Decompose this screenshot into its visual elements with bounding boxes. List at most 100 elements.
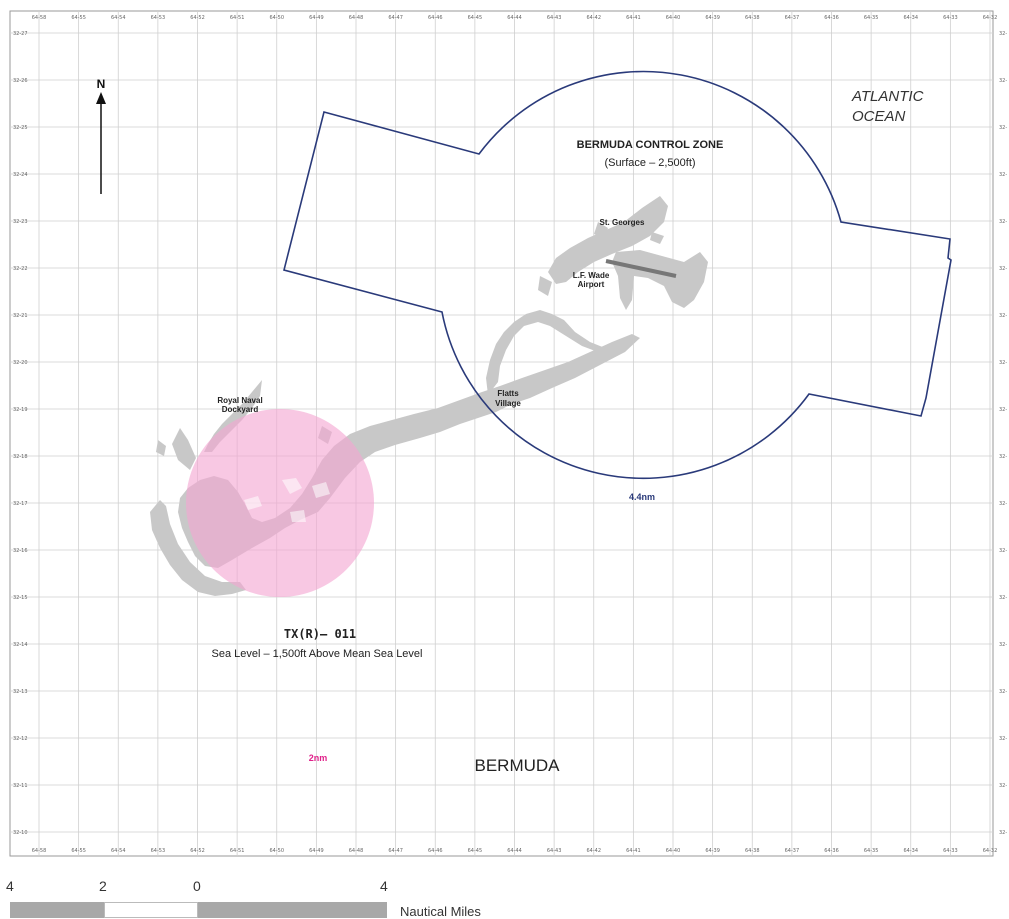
grid-tick-labels: 64-58 64-58 64-55 64-55 64-54 64-54 64-53 64-53… <box>13 15 1007 854</box>
left-tick-label: 32-22 <box>13 266 28 272</box>
left-tick-label: 32-18 <box>13 454 28 460</box>
top-tick-label: 64-39 <box>705 15 720 21</box>
bottom-tick-label: 64-33 <box>943 848 958 854</box>
right-tick-label: 32- <box>999 736 1007 742</box>
left-tick-label: 32-17 <box>13 501 28 507</box>
right-tick-label: 32- <box>999 595 1007 601</box>
bottom-tick-label: 64-50 <box>269 848 284 854</box>
airport-label-line2: Airport <box>578 280 605 289</box>
top-tick-label: 64-58 <box>32 15 47 21</box>
north-arrow-head <box>96 92 106 104</box>
right-tick-label: 32- <box>999 830 1007 836</box>
st-georges-island <box>548 196 668 284</box>
bottom-tick-label: 64-47 <box>388 848 403 854</box>
flatts-label-line2: Village <box>495 399 521 408</box>
top-tick-label: 64-52 <box>190 15 205 21</box>
bottom-tick-label: 64-51 <box>230 848 245 854</box>
top-tick-label: 64-35 <box>864 15 879 21</box>
bottom-tick-label: 64-52 <box>190 848 205 854</box>
st-davids-island <box>612 250 708 310</box>
top-tick-label: 64-48 <box>349 15 364 21</box>
bottom-tick-label: 64-36 <box>824 848 839 854</box>
control-zone-boundary <box>283 70 952 480</box>
lagoon <box>244 496 262 510</box>
scale-segment-dark <box>10 902 104 918</box>
right-tick-label: 32- <box>999 31 1007 37</box>
scale-segment-light <box>104 902 198 918</box>
scale-segment-dark <box>198 902 387 918</box>
top-tick-label: 64-33 <box>943 15 958 21</box>
top-tick-label: 64-42 <box>586 15 601 21</box>
region-label: BERMUDA <box>474 756 560 775</box>
scale-number: 4 <box>6 878 14 894</box>
top-tick-label: 64-40 <box>666 15 681 21</box>
right-tick-label: 32- <box>999 689 1007 695</box>
left-tick-label: 32-27 <box>13 31 28 37</box>
dockyard-label-line1: Royal Naval <box>217 396 262 405</box>
scale-number: 0 <box>193 878 201 894</box>
left-tick-label: 32-25 <box>13 125 28 131</box>
control-zone-altitude: (Surface – 2,500ft) <box>604 157 695 169</box>
airport-runway <box>605 259 677 278</box>
right-tick-label: 32- <box>999 642 1007 648</box>
left-tick-label: 32-14 <box>13 642 28 648</box>
lagoon-details <box>244 478 330 522</box>
islet <box>172 428 196 470</box>
bottom-tick-label: 64-37 <box>785 848 800 854</box>
right-tick-label: 32- <box>999 548 1007 554</box>
right-tick-label: 32- <box>999 407 1007 413</box>
top-tick-label: 64-44 <box>507 15 522 21</box>
right-tick-label: 32- <box>999 454 1007 460</box>
right-tick-label: 32- <box>999 125 1007 131</box>
control-zone-title: BERMUDA CONTROL ZONE <box>577 139 724 151</box>
north-shore <box>486 310 605 395</box>
right-tick-label: 32- <box>999 172 1007 178</box>
bottom-tick-label: 64-42 <box>586 848 601 854</box>
top-tick-label: 64-36 <box>824 15 839 21</box>
left-tick-label: 32-26 <box>13 78 28 84</box>
scale-units-label: Nautical Miles <box>400 904 481 919</box>
left-tick-label: 32-11 <box>13 783 28 789</box>
restricted-radius-label: 2nm <box>309 753 328 763</box>
left-tick-label: 32-10 <box>13 830 28 836</box>
bottom-tick-label: 64-39 <box>705 848 720 854</box>
ocean-label-line1: ATLANTIC <box>851 88 924 105</box>
nautical-chart: 64-58 64-58 64-55 64-55 64-54 64-54 64-53 64-53… <box>9 10 1007 857</box>
bottom-tick-label: 64-32 <box>983 848 998 854</box>
right-tick-label: 32- <box>999 360 1007 366</box>
lagoon <box>282 478 302 494</box>
left-tick-label: 32-23 <box>13 219 28 225</box>
lagoon <box>290 510 306 522</box>
north-arrow: N <box>96 77 106 194</box>
right-tick-label: 32- <box>999 219 1007 225</box>
left-tick-label: 32-24 <box>13 172 28 178</box>
restricted-area-id: TX(R)– 011 <box>284 627 356 641</box>
left-tick-label: 32-16 <box>13 548 28 554</box>
islet <box>650 232 664 244</box>
right-tick-label: 32- <box>999 266 1007 272</box>
islet <box>538 276 552 296</box>
dockyard-label-line2: Dockyard <box>222 405 259 414</box>
restricted-area-circle <box>186 409 374 597</box>
chart-frame <box>9 10 994 857</box>
bottom-tick-label: 64-55 <box>71 848 86 854</box>
bottom-tick-label: 64-44 <box>507 848 522 854</box>
bottom-tick-label: 64-41 <box>626 848 641 854</box>
restricted-area-altitude: Sea Level – 1,500ft Above Mean Sea Level <box>212 648 423 660</box>
top-tick-label: 64-46 <box>428 15 443 21</box>
right-tick-label: 32- <box>999 501 1007 507</box>
left-tick-label: 32-13 <box>13 689 28 695</box>
right-tick-label: 32- <box>999 783 1007 789</box>
top-tick-label: 64-47 <box>388 15 403 21</box>
left-tick-label: 32-15 <box>13 595 28 601</box>
left-tick-label: 32-20 <box>13 360 28 366</box>
flatts-label-line1: Flatts <box>497 389 519 398</box>
top-tick-label: 64-41 <box>626 15 641 21</box>
bottom-tick-label: 64-40 <box>666 848 681 854</box>
bottom-tick-label: 64-38 <box>745 848 760 854</box>
top-tick-label: 64-32 <box>983 15 998 21</box>
top-tick-label: 64-49 <box>309 15 324 21</box>
top-tick-label: 64-34 <box>903 15 918 21</box>
top-tick-label: 64-45 <box>468 15 483 21</box>
bottom-tick-label: 64-46 <box>428 848 443 854</box>
